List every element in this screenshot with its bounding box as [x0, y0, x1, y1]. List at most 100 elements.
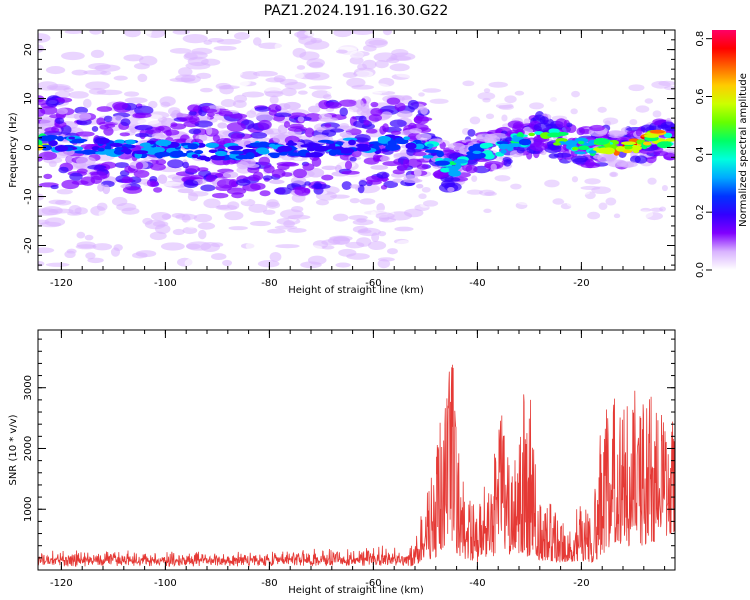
spectral-noise-blob [368, 39, 388, 46]
spectral-noise-blob [613, 213, 621, 219]
spectral-noise-blob [38, 193, 45, 201]
spectral-noise-blob [587, 211, 601, 220]
spectral-noise-blob [357, 63, 368, 71]
spectral-ridge-blob [506, 144, 514, 152]
spectral-ridge-blob [564, 140, 578, 147]
spectral-noise-blob [292, 47, 307, 58]
y-tick-label: -20 [23, 237, 34, 253]
spectral-noise-blob [332, 213, 349, 222]
spectral-ridge-blob [528, 132, 536, 137]
spectral-noise-blob [196, 72, 212, 79]
spectral-band-blob [76, 168, 88, 174]
spectral-noise-blob [322, 94, 332, 100]
spectral-noise-blob [544, 179, 560, 188]
spectral-band-blob [390, 130, 401, 135]
spectral-band-blob [222, 171, 239, 179]
spectral-ridge-blob [215, 150, 228, 157]
spectral-noise-blob [609, 171, 619, 178]
spectral-noise-blob [64, 30, 83, 35]
spectral-band-blob [130, 127, 137, 134]
spectral-noise-blob [148, 100, 158, 109]
spectral-band-blob [230, 132, 243, 142]
spectral-band-blob [38, 107, 46, 117]
spectral-noise-blob [307, 255, 327, 265]
x-tick-label: -120 [50, 578, 73, 589]
spectral-ridge-blob [574, 137, 589, 144]
spectral-band-blob [382, 123, 389, 133]
spectral-noise-blob [83, 69, 107, 75]
spectral-band-blob [250, 131, 268, 139]
spectral-band-blob [205, 126, 213, 136]
spectral-noise-blob [335, 262, 351, 268]
spectral-noise-blob [629, 119, 638, 126]
spectral-noise-blob [113, 244, 123, 251]
spectral-noise-blob [214, 209, 224, 215]
spectral-band-blob [394, 102, 406, 112]
spectral-ridge-blob [455, 162, 462, 170]
spectral-band-blob [254, 106, 271, 112]
spectral-ridge-blob [550, 128, 560, 134]
spectral-noise-blob [150, 170, 159, 176]
spectral-noise-blob [615, 78, 627, 86]
spectral-band-blob [39, 118, 59, 127]
spectral-noise-blob [54, 90, 71, 98]
spectral-noise-blob [94, 64, 121, 72]
spectral-noise-blob [287, 214, 311, 220]
spectral-noise-blob [265, 128, 282, 135]
spectral-noise-blob [172, 30, 191, 35]
spectral-band-blob [120, 118, 131, 127]
spectral-noise-blob [211, 30, 227, 35]
x-tick-label: -40 [469, 278, 485, 289]
spectral-noise-blob [151, 211, 171, 221]
spectral-ridge-blob [123, 148, 132, 155]
spectral-band-blob [297, 116, 305, 123]
spectral-band-blob [396, 110, 413, 118]
spectral-noise-blob [123, 54, 144, 62]
spectral-band-blob [304, 127, 315, 138]
spectral-noise-blob [514, 90, 525, 96]
spectrogram-frame [37, 29, 676, 271]
spectral-ridge-blob [308, 151, 324, 158]
spectral-noise-blob [635, 105, 650, 113]
spectral-noise-blob [292, 71, 304, 80]
spectral-ridge-blob [580, 142, 595, 146]
spectrogram-plot-area [38, 30, 675, 270]
spectral-ridge-blob [304, 142, 320, 147]
spectral-band-blob [350, 184, 360, 189]
spectral-noise-blob [377, 259, 391, 269]
spectral-noise-blob [394, 226, 414, 232]
spectral-noise-blob [346, 253, 370, 260]
x-tick-label: -60 [365, 278, 381, 289]
spectral-noise-blob [86, 192, 108, 199]
spectral-band-blob [566, 122, 573, 128]
snr-plot-area [38, 364, 675, 568]
spectral-noise-blob [571, 90, 580, 98]
spectral-band-blob [170, 123, 187, 130]
spectral-noise-blob [63, 87, 74, 93]
spectral-noise-blob [283, 220, 295, 228]
spectral-band-blob [304, 181, 311, 186]
spectral-band-blob [306, 167, 325, 178]
spectral-band-blob [349, 156, 357, 162]
spectral-noise-blob [326, 89, 353, 96]
spectral-band-blob [341, 170, 360, 175]
spectral-ridge-blob [204, 156, 211, 162]
x-tick-label: -20 [573, 278, 589, 289]
spectral-noise-blob [281, 87, 297, 97]
spectral-band-blob [653, 150, 669, 157]
spectral-band-blob [96, 106, 113, 112]
spectral-band-blob [529, 142, 548, 152]
spectral-noise-blob [562, 195, 574, 203]
y-tick-label: 0 [23, 144, 34, 150]
spectral-band-blob [307, 105, 321, 114]
spectral-noise-blob [41, 206, 63, 216]
spectral-noise-blob [597, 106, 607, 113]
spectral-noise-blob [349, 50, 364, 59]
spectral-ridge-blob [54, 145, 69, 152]
spectral-band-blob [58, 166, 69, 174]
spectral-band-blob [370, 165, 389, 170]
spectral-ridge-blob [328, 149, 338, 156]
spectral-ridge-blob [317, 146, 333, 151]
